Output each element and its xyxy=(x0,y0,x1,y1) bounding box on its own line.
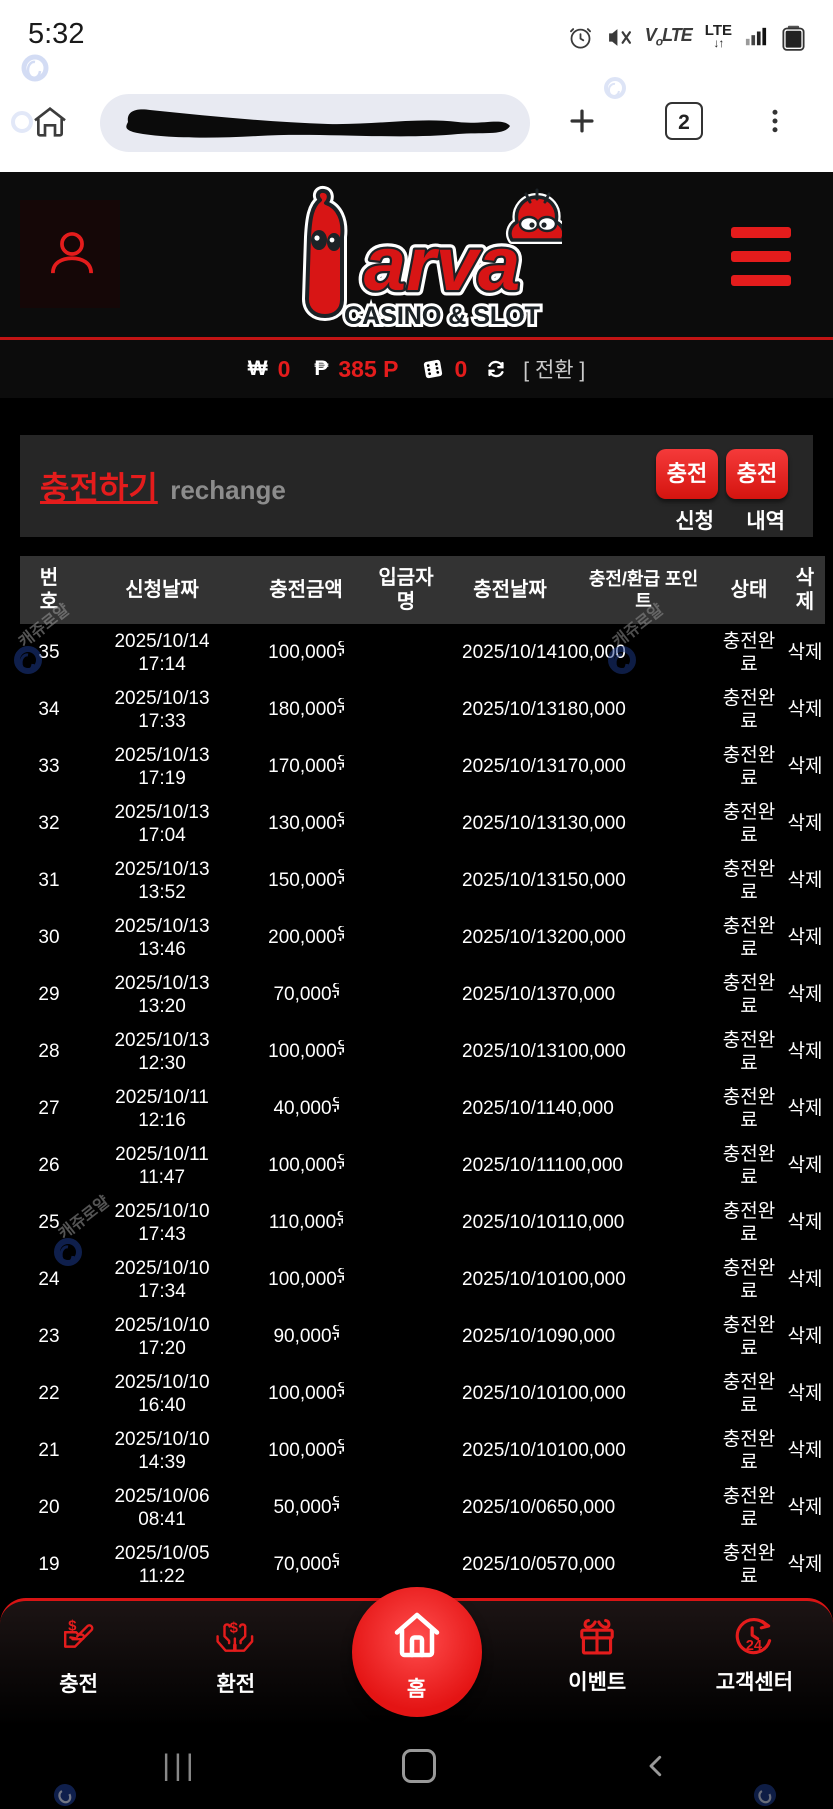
svg-text:CASINO & SLOT: CASINO & SLOT xyxy=(344,302,540,330)
svg-text:24: 24 xyxy=(746,1638,763,1654)
svg-text:$: $ xyxy=(229,1619,238,1636)
svg-text:arva: arva xyxy=(364,222,520,307)
